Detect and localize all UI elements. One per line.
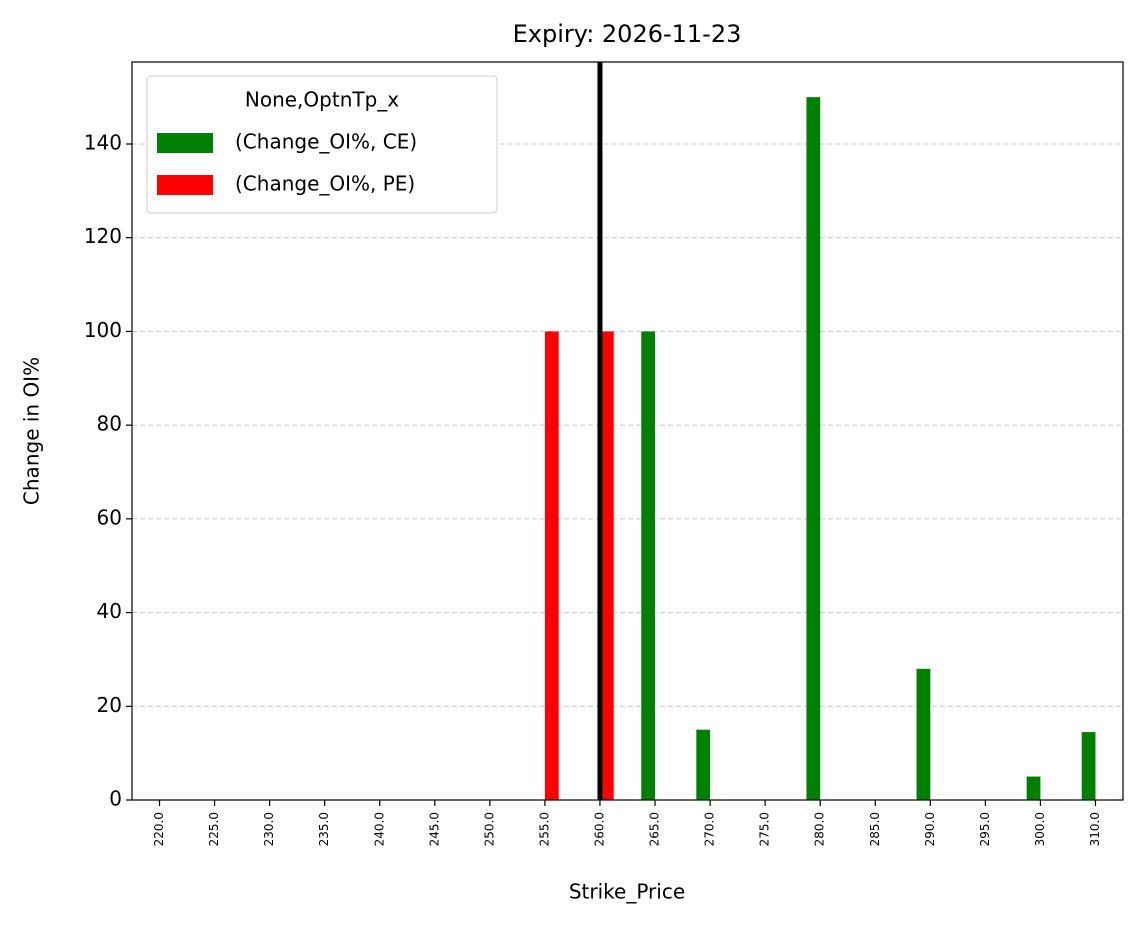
x-tick-label: 280.0	[813, 812, 827, 846]
y-tick-label: 40	[97, 599, 122, 623]
bar	[544, 331, 559, 800]
legend-swatch	[157, 133, 213, 153]
bar	[806, 97, 821, 800]
y-tick-label: 80	[97, 412, 122, 436]
legend-label: (Change_OI%, PE)	[235, 172, 415, 196]
plot-frame	[131, 61, 1124, 801]
y-tick-label: 20	[97, 693, 122, 717]
bar	[916, 668, 931, 800]
x-tick-label: 270.0	[703, 812, 717, 846]
x-tick-label: 225.0	[207, 812, 221, 846]
bar	[1081, 732, 1096, 800]
y-tick-label: 140	[84, 131, 122, 155]
y-tick-label: 100	[84, 318, 122, 342]
bar	[696, 729, 711, 800]
y-tick-label: 0	[109, 787, 122, 811]
legend-title: None,OptnTp_x	[245, 88, 399, 112]
legend-swatch	[157, 175, 213, 195]
y-tick-label: 60	[97, 505, 122, 529]
x-tick-label: 235.0	[317, 812, 331, 846]
x-tick-label: 255.0	[537, 812, 551, 846]
x-tick-label: 220.0	[152, 812, 166, 846]
x-tick-label: 265.0	[648, 812, 662, 846]
y-tick-label: 120	[84, 224, 122, 248]
x-tick-label: 240.0	[372, 812, 386, 846]
legend-label: (Change_OI%, CE)	[235, 130, 417, 154]
bar	[599, 331, 614, 800]
legend-box	[146, 75, 498, 214]
bar	[641, 331, 656, 800]
x-tick-label: 300.0	[1033, 812, 1047, 846]
x-tick-label: 285.0	[868, 812, 882, 846]
x-tick-label: 310.0	[1088, 812, 1102, 846]
x-tick-label: 250.0	[482, 812, 496, 846]
x-tick-label: 230.0	[262, 812, 276, 846]
x-tick-label: 295.0	[978, 812, 992, 846]
x-tick-label: 290.0	[923, 812, 937, 846]
x-tick-label: 245.0	[427, 812, 441, 846]
chart-title: Expiry: 2026-11-23	[513, 20, 742, 48]
x-tick-label: 275.0	[758, 812, 772, 846]
bar	[1026, 776, 1041, 800]
x-tick-label: 260.0	[592, 812, 606, 846]
x-axis-label: Strike_Price	[569, 880, 685, 904]
y-axis-label: Change in OI%	[20, 357, 44, 505]
